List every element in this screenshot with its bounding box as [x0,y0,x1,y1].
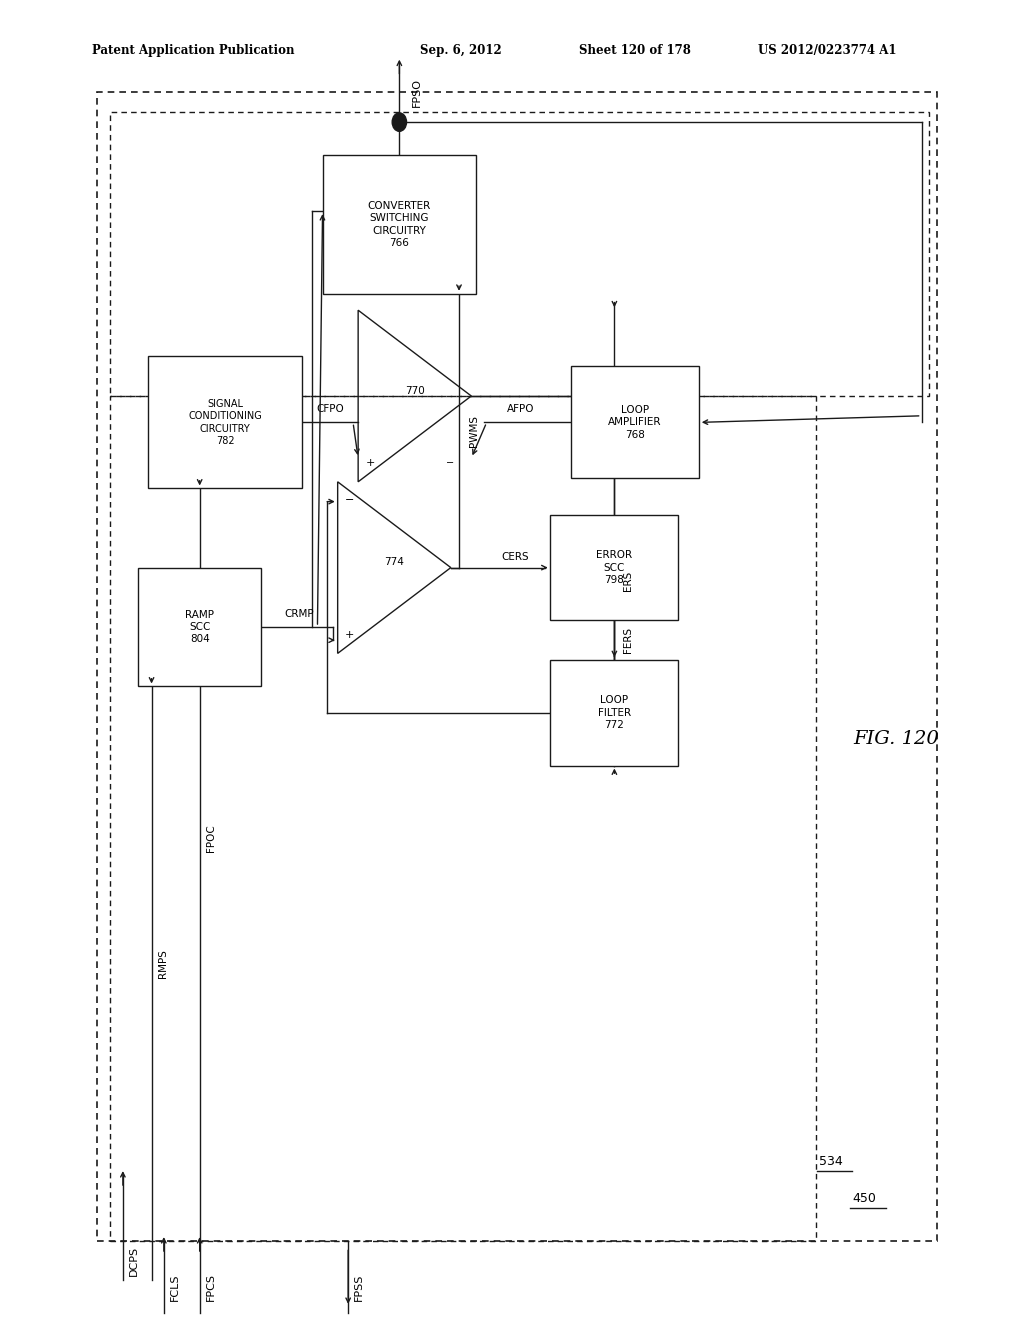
Text: US 2012/0223774 A1: US 2012/0223774 A1 [758,44,896,57]
Text: PWMS: PWMS [469,414,479,446]
Text: ERS: ERS [623,570,633,591]
Text: DCPS: DCPS [129,1246,139,1275]
Text: RAMP
SCC
804: RAMP SCC 804 [185,610,214,644]
Text: ERROR
SCC
798: ERROR SCC 798 [596,550,633,585]
Text: +: + [345,630,354,640]
Circle shape [392,114,407,132]
Text: SIGNAL
CONDITIONING
CIRCUITRY
782: SIGNAL CONDITIONING CIRCUITRY 782 [188,399,262,446]
Text: FERS: FERS [623,627,633,653]
Text: FCLS: FCLS [170,1274,180,1300]
Text: FPCS: FPCS [206,1272,216,1302]
Text: FPSS: FPSS [354,1274,365,1300]
FancyBboxPatch shape [551,515,678,620]
Text: 774: 774 [384,557,404,568]
Text: CONVERTER
SWITCHING
CIRCUITRY
766: CONVERTER SWITCHING CIRCUITRY 766 [368,201,431,248]
Text: 770: 770 [404,385,425,396]
Text: FPOC: FPOC [206,824,216,853]
Text: LOOP
AMPLIFIER
768: LOOP AMPLIFIER 768 [608,405,662,440]
Text: FPSO: FPSO [412,78,422,107]
FancyBboxPatch shape [148,356,302,488]
Text: +: + [366,458,375,469]
Text: 534: 534 [819,1155,843,1168]
Text: RMPS: RMPS [158,949,168,978]
Text: CRMP: CRMP [285,609,314,619]
FancyBboxPatch shape [323,156,476,294]
Text: Patent Application Publication: Patent Application Publication [92,44,295,57]
Text: −: − [445,458,454,469]
Bar [110,112,929,396]
Text: AFPO: AFPO [507,404,535,414]
Text: LOOP
FILTER
772: LOOP FILTER 772 [598,696,631,730]
Text: 450: 450 [852,1192,876,1205]
Text: FIG. 120: FIG. 120 [853,730,939,748]
Text: CFPO: CFPO [316,404,344,414]
Bar [110,396,816,1241]
Text: Sheet 120 of 178: Sheet 120 of 178 [579,44,690,57]
Text: CERS: CERS [502,552,528,562]
Text: −: − [345,495,354,506]
FancyBboxPatch shape [551,660,678,766]
Bar [97,92,937,1241]
Text: Sep. 6, 2012: Sep. 6, 2012 [420,44,502,57]
FancyBboxPatch shape [571,366,698,478]
FancyBboxPatch shape [138,568,261,686]
